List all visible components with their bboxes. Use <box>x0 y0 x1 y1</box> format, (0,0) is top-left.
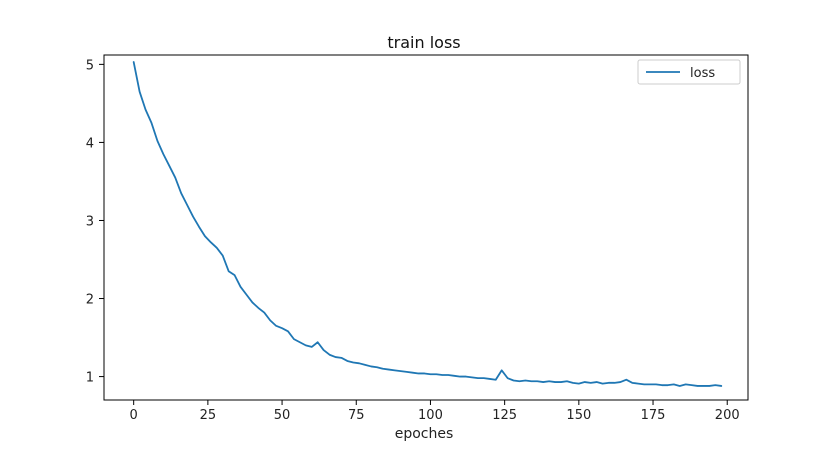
y-tick-label: 4 <box>86 136 94 151</box>
y-tick-label: 2 <box>86 293 94 308</box>
legend-box <box>637 59 741 85</box>
x-tick-label: 150 <box>566 408 591 423</box>
plot-area: 0 25 50 75 100 125 150 175 200 1 2 3 4 5 loss <box>86 54 749 423</box>
series-line-loss <box>132 61 723 387</box>
x-tick-label: 0 <box>130 408 138 423</box>
y-tick-label: 3 <box>86 214 94 229</box>
x-tick-label: 175 <box>641 408 666 423</box>
y-tick-label: 5 <box>86 58 94 73</box>
x-tick-label: 50 <box>274 408 291 423</box>
x-axis-label: epoches <box>395 426 454 442</box>
x-tick-label: 100 <box>418 408 443 423</box>
y-tick-label: 1 <box>86 371 94 386</box>
legend-label: loss <box>690 66 715 81</box>
x-tick-label: 125 <box>492 408 517 423</box>
x-tick-label: 25 <box>200 408 217 423</box>
x-tick-label: 75 <box>348 408 365 423</box>
chart-title: train loss <box>387 33 460 52</box>
x-tick-label: 200 <box>715 408 740 423</box>
axes-frame <box>103 54 749 401</box>
